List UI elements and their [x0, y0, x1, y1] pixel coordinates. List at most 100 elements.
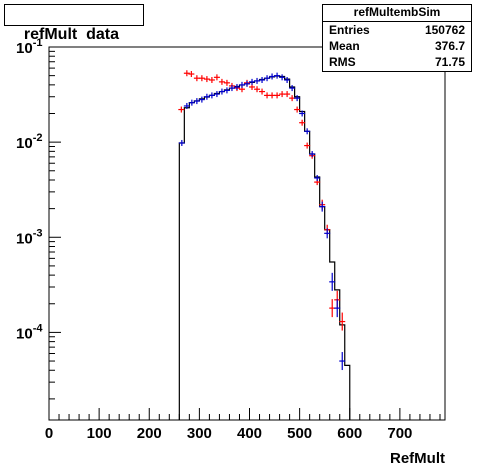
data-red-point [218, 78, 225, 85]
stats-row-entries: Entries 150762 [323, 22, 471, 38]
data-red-point [339, 312, 346, 331]
data-red-point [223, 79, 230, 86]
y-tick-label-exponent: -1 [33, 37, 43, 49]
y-axis-tick-labels: 10-110-210-310-4 [16, 37, 43, 342]
embed-blue-point [249, 78, 256, 85]
embed-blue-point [238, 81, 245, 88]
data-red-point [289, 95, 296, 102]
embed-blue-point [269, 73, 276, 80]
embed-blue-point [319, 201, 326, 212]
data-red-point [183, 70, 190, 77]
y-axis-ticks [49, 46, 61, 400]
stats-value: 150762 [424, 23, 465, 37]
data-red-point [188, 71, 195, 78]
data-red-point [269, 92, 276, 99]
embed-blue-point [279, 74, 286, 81]
y-tick-label-base: 10 [16, 230, 33, 247]
series-data-red-points [178, 70, 346, 331]
embed-blue-point [324, 228, 331, 239]
stats-label: Mean [329, 39, 360, 53]
embed-blue-point [289, 85, 296, 92]
data-red-point [249, 83, 256, 90]
y-tick-label-base: 10 [16, 135, 33, 152]
series-embedding-blue-points [178, 72, 346, 371]
embed-blue-point [274, 72, 281, 79]
data-red-point [198, 75, 205, 82]
embed-blue-point [233, 83, 240, 90]
embed-blue-point [334, 299, 341, 318]
data-red-point [203, 76, 210, 83]
stats-row-mean: Mean 376.7 [323, 38, 471, 54]
embed-blue-point [329, 272, 336, 291]
data-red-point [193, 75, 200, 82]
data-red-point [208, 76, 215, 83]
y-tick-label-exponent: -3 [33, 227, 43, 239]
x-axis-ticks [48, 408, 441, 420]
plot-frame [48, 46, 446, 421]
y-tick-label: 10-3 [16, 227, 42, 247]
embed-blue-point [284, 76, 291, 83]
data-red-point [254, 86, 261, 93]
embed-blue-point [198, 96, 205, 103]
y-tick-label: 10-1 [16, 37, 42, 57]
stats-label: Entries [329, 23, 370, 37]
x-tick-label: 100 [87, 425, 112, 442]
embed-blue-point [188, 99, 195, 106]
embed-blue-point [314, 174, 321, 181]
embed-blue-point [193, 98, 200, 105]
data-red-point [259, 88, 266, 95]
embed-blue-point [213, 91, 220, 98]
embed-blue-point [299, 110, 306, 117]
statistics-box: refMultembSim Entries 150762 Mean 376.7 … [322, 4, 472, 72]
y-tick-label-exponent: -4 [33, 322, 44, 334]
embed-blue-point [178, 139, 185, 146]
embed-blue-point [304, 128, 311, 135]
stats-label: RMS [329, 55, 356, 69]
stats-row-rms: RMS 71.75 [323, 54, 471, 70]
stats-value: 71.75 [434, 55, 465, 69]
data-red-point [294, 106, 301, 113]
data-red-point [264, 92, 271, 99]
embed-blue-point [203, 93, 210, 100]
embed-blue-point [228, 85, 235, 92]
embed-blue-point [259, 76, 266, 83]
x-tick-label: 0 [45, 425, 53, 442]
embed-blue-point [218, 88, 225, 95]
x-tick-label: 400 [237, 425, 262, 442]
x-tick-label: 700 [387, 425, 412, 442]
embed-blue-point [208, 92, 215, 99]
data-red-point [178, 106, 185, 113]
data-red-point [213, 74, 220, 81]
chart-title: refMult data [23, 26, 120, 43]
data-red-point [299, 119, 306, 126]
x-tick-label: 600 [337, 425, 362, 442]
x-axis-tick-labels: 0 100 200 300 400 500 600 700 [45, 425, 413, 442]
x-tick-label: 500 [287, 425, 312, 442]
data-red-point [329, 299, 336, 318]
chart-title-box: refMult data [4, 4, 144, 43]
stats-title: refMultembSim [323, 5, 471, 22]
y-tick-label-exponent: -2 [33, 132, 43, 144]
x-axis-title: RefMult [390, 450, 445, 467]
data-red-point [274, 92, 281, 99]
data-red-point [279, 91, 286, 98]
embed-blue-point [339, 352, 346, 371]
embed-blue-point [183, 102, 190, 109]
embed-blue-point [309, 151, 316, 158]
embed-blue-point [254, 77, 261, 84]
embed-blue-point [244, 80, 250, 87]
x-tick-label: 200 [137, 425, 162, 442]
y-tick-label-base: 10 [16, 40, 33, 57]
data-red-point [284, 91, 291, 98]
y-tick-label-base: 10 [16, 325, 33, 342]
embed-blue-point [264, 75, 271, 82]
data-red-point [304, 142, 311, 149]
embed-blue-point [294, 95, 301, 102]
embed-blue-point [223, 87, 230, 94]
series-sim-histogram-line [178, 75, 351, 420]
y-tick-label: 10-4 [16, 322, 43, 342]
x-tick-label: 300 [187, 425, 212, 442]
y-tick-label: 10-2 [16, 132, 42, 152]
stats-value: 376.7 [434, 39, 465, 53]
